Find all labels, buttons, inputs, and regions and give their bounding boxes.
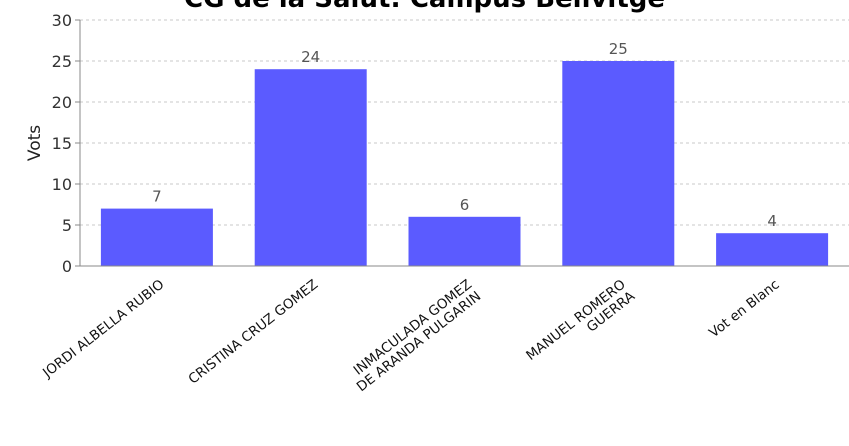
data-label: 25 bbox=[609, 40, 628, 58]
data-label: 4 bbox=[767, 212, 777, 230]
bar bbox=[100, 208, 213, 266]
y-tick-label: 15 bbox=[52, 134, 72, 153]
y-tick-label: 5 bbox=[62, 216, 72, 235]
x-tick-label: Vot en Blanc bbox=[706, 277, 782, 342]
x-tick-label: MANUEL ROMEROGUERRA bbox=[523, 276, 638, 376]
bar bbox=[562, 61, 675, 266]
y-tick-label: 25 bbox=[52, 52, 72, 71]
y-tick-label: 20 bbox=[52, 93, 72, 112]
data-label: 6 bbox=[460, 196, 470, 214]
y-tick-label: 0 bbox=[62, 257, 72, 276]
bar bbox=[254, 69, 367, 266]
chart-title: CG de la Salut: Campus Bellvitge bbox=[0, 0, 849, 14]
data-label: 24 bbox=[301, 48, 320, 66]
bar bbox=[716, 233, 829, 266]
x-tick-label: INMACULADA GOMEZDE ARANDA PULGARIN bbox=[345, 277, 485, 396]
y-axis-title: Vots bbox=[25, 125, 45, 161]
bar bbox=[408, 216, 521, 266]
y-tick-label: 30 bbox=[52, 11, 72, 30]
y-tick-label: 10 bbox=[52, 175, 72, 194]
x-tick-label: CRISTINA CRUZ GOMEZ bbox=[185, 277, 321, 388]
x-tick-label: JORDI ALBELLA RUBIO bbox=[39, 277, 167, 382]
data-label: 7 bbox=[152, 188, 162, 206]
